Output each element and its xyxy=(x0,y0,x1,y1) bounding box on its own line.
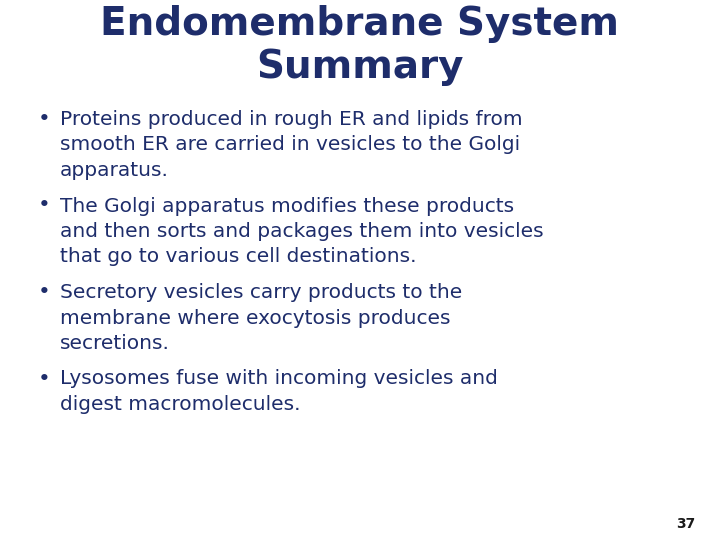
Text: Secretory vesicles carry products to the: Secretory vesicles carry products to the xyxy=(60,283,462,302)
Text: The Golgi apparatus modifies these products: The Golgi apparatus modifies these produ… xyxy=(60,197,514,215)
Text: that go to various cell destinations.: that go to various cell destinations. xyxy=(60,247,416,267)
Text: 37: 37 xyxy=(676,517,695,531)
Text: •: • xyxy=(38,282,50,302)
Text: digest macromolecules.: digest macromolecules. xyxy=(60,395,300,414)
Text: •: • xyxy=(38,195,50,215)
Text: apparatus.: apparatus. xyxy=(60,161,169,180)
Text: smooth ER are carried in vesicles to the Golgi: smooth ER are carried in vesicles to the… xyxy=(60,136,520,154)
Text: Summary: Summary xyxy=(256,48,464,86)
Text: Lysosomes fuse with incoming vesicles and: Lysosomes fuse with incoming vesicles an… xyxy=(60,369,498,388)
Text: •: • xyxy=(38,109,50,129)
Text: Endomembrane System: Endomembrane System xyxy=(101,5,619,43)
Text: membrane where exocytosis produces: membrane where exocytosis produces xyxy=(60,308,451,327)
Text: •: • xyxy=(38,368,50,388)
Text: secretions.: secretions. xyxy=(60,334,170,353)
Text: and then sorts and packages them into vesicles: and then sorts and packages them into ve… xyxy=(60,222,544,241)
Text: Proteins produced in rough ER and lipids from: Proteins produced in rough ER and lipids… xyxy=(60,110,523,129)
